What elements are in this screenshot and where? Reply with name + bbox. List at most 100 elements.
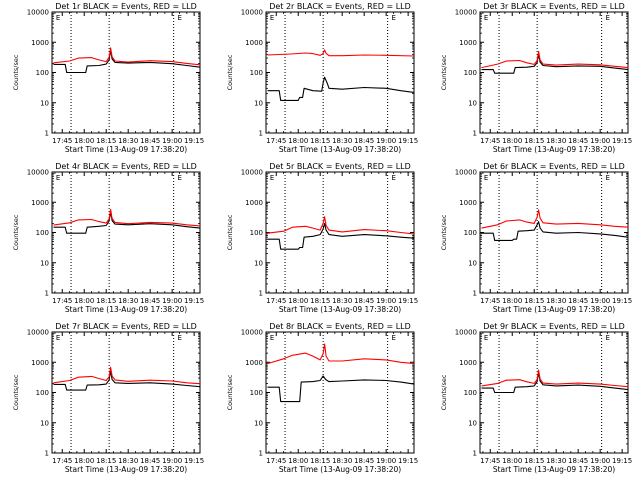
y-tick-label: 100 bbox=[36, 229, 49, 237]
lld-series-line bbox=[53, 366, 201, 385]
y-tick-label: 1000 bbox=[245, 359, 263, 367]
x-tick-label: 17:45 bbox=[52, 297, 72, 305]
panel-title: Det 2r BLACK = Events, RED = LLD bbox=[269, 2, 411, 11]
y-tick-label: 100 bbox=[36, 389, 49, 397]
x-tick-label: 17:45 bbox=[52, 457, 72, 465]
x-tick-label: 19:00 bbox=[162, 457, 182, 465]
plot-frame bbox=[265, 171, 415, 294]
lld-series-line bbox=[267, 216, 415, 235]
flag-marker: E bbox=[270, 334, 274, 342]
y-tick-label: 10000 bbox=[241, 9, 263, 17]
x-tick-label: 18:00 bbox=[502, 137, 522, 145]
x-tick-label: 18:45 bbox=[140, 297, 160, 305]
panel-title: Det 1r BLACK = Events, RED = LLD bbox=[55, 2, 197, 11]
y-tick-label: 1000 bbox=[245, 39, 263, 47]
x-tick-label: 17:45 bbox=[480, 137, 500, 145]
x-tick-label: 18:15 bbox=[310, 457, 330, 465]
flag-marker: E bbox=[606, 334, 610, 342]
y-tick-label: 10 bbox=[254, 99, 263, 107]
x-tick-label: 19:15 bbox=[398, 297, 418, 305]
events-series-line bbox=[53, 211, 201, 234]
x-tick-label: 18:00 bbox=[74, 297, 94, 305]
y-tick-label: 100 bbox=[250, 229, 263, 237]
x-tick-label: 18:45 bbox=[140, 137, 160, 145]
x-axis-label: Start Time (13-Aug-09 17:38:20) bbox=[493, 305, 615, 314]
x-tick-label: 18:00 bbox=[502, 457, 522, 465]
x-tick-label: 18:15 bbox=[310, 297, 330, 305]
x-axis-label: Start Time (13-Aug-09 17:38:20) bbox=[65, 305, 187, 314]
events-series-line bbox=[267, 76, 415, 101]
y-tick-label: 10000 bbox=[241, 329, 263, 337]
y-tick-label: 10 bbox=[468, 419, 477, 427]
panel-title: Det 5r BLACK = Events, RED = LLD bbox=[269, 162, 411, 171]
flag-marker: E bbox=[484, 174, 488, 182]
panel-title: Det 6r BLACK = Events, RED = LLD bbox=[483, 162, 625, 171]
x-tick-label: 18:15 bbox=[524, 457, 544, 465]
x-axis-label: Start Time (13-Aug-09 17:38:20) bbox=[279, 465, 401, 474]
y-axis-label: Counts/sec bbox=[440, 54, 448, 90]
x-tick-label: 19:00 bbox=[376, 297, 396, 305]
x-axis-label: Start Time (13-Aug-09 17:38:20) bbox=[65, 145, 187, 154]
y-tick-label: 100 bbox=[250, 389, 263, 397]
panel-title: Det 4r BLACK = Events, RED = LLD bbox=[55, 162, 197, 171]
x-tick-label: 18:30 bbox=[332, 457, 352, 465]
x-tick-label: 17:45 bbox=[266, 457, 286, 465]
plot-frame bbox=[265, 331, 415, 454]
events-series-line bbox=[481, 53, 629, 74]
x-axis-label: Start Time (13-Aug-09 17:38:20) bbox=[493, 145, 615, 154]
x-axis-label: Start Time (13-Aug-09 17:38:20) bbox=[279, 305, 401, 314]
x-tick-label: 18:15 bbox=[524, 297, 544, 305]
flag-marker: E bbox=[56, 174, 60, 182]
lld-series-line bbox=[481, 369, 629, 388]
x-axis-label: Start Time (13-Aug-09 17:38:20) bbox=[493, 465, 615, 474]
y-tick-label: 1 bbox=[45, 290, 49, 298]
detector-panel: Det 4r BLACK = Events, RED = LLD 1 10 100 10… bbox=[12, 162, 204, 314]
flag-marker: E bbox=[56, 334, 60, 342]
x-tick-label: 19:15 bbox=[612, 457, 632, 465]
detector-panel: Det 7r BLACK = Events, RED = LLD 1 10 100 10… bbox=[12, 322, 204, 474]
events-series-line bbox=[481, 372, 629, 394]
lld-series-line bbox=[53, 208, 201, 227]
x-tick-label: 18:45 bbox=[568, 297, 588, 305]
x-tick-label: 17:45 bbox=[266, 137, 286, 145]
x-tick-label: 18:45 bbox=[140, 457, 160, 465]
flag-marker: E bbox=[484, 334, 488, 342]
x-tick-label: 18:45 bbox=[354, 457, 374, 465]
x-tick-label: 19:15 bbox=[398, 137, 418, 145]
y-tick-label: 1 bbox=[473, 130, 477, 138]
plot-frame bbox=[51, 171, 201, 294]
events-series-line bbox=[53, 49, 201, 74]
flag-marker: E bbox=[56, 14, 60, 22]
x-tick-label: 19:15 bbox=[612, 137, 632, 145]
x-tick-label: 18:30 bbox=[118, 457, 138, 465]
y-tick-label: 1000 bbox=[459, 199, 477, 207]
flag-marker: E bbox=[606, 14, 610, 22]
x-tick-label: 18:00 bbox=[74, 457, 94, 465]
y-tick-label: 1 bbox=[259, 290, 263, 298]
panel-title: Det 9r BLACK = Events, RED = LLD bbox=[483, 322, 625, 331]
x-tick-label: 17:45 bbox=[266, 297, 286, 305]
events-series-line bbox=[481, 221, 629, 241]
y-tick-label: 1000 bbox=[31, 39, 49, 47]
x-axis-label: Start Time (13-Aug-09 17:38:20) bbox=[279, 145, 401, 154]
y-tick-label: 100 bbox=[464, 229, 477, 237]
x-tick-label: 18:45 bbox=[354, 137, 374, 145]
x-tick-label: 19:00 bbox=[376, 137, 396, 145]
y-tick-label: 10000 bbox=[455, 329, 477, 337]
x-tick-label: 18:15 bbox=[96, 137, 116, 145]
lld-series-line bbox=[481, 50, 629, 69]
y-tick-label: 10 bbox=[468, 259, 477, 267]
x-tick-label: 18:30 bbox=[546, 137, 566, 145]
flag-marker: E bbox=[606, 174, 610, 182]
lld-series-line bbox=[53, 47, 201, 66]
x-axis-label: Start Time (13-Aug-09 17:38:20) bbox=[65, 465, 187, 474]
flag-marker: E bbox=[178, 334, 182, 342]
y-axis-label: Counts/sec bbox=[440, 214, 448, 250]
panel-title: Det 8r BLACK = Events, RED = LLD bbox=[269, 322, 411, 331]
events-series-line bbox=[267, 222, 415, 250]
y-tick-label: 100 bbox=[464, 69, 477, 77]
x-tick-label: 18:30 bbox=[118, 137, 138, 145]
y-tick-label: 10000 bbox=[455, 169, 477, 177]
y-tick-label: 1 bbox=[473, 290, 477, 298]
x-tick-label: 18:15 bbox=[524, 137, 544, 145]
